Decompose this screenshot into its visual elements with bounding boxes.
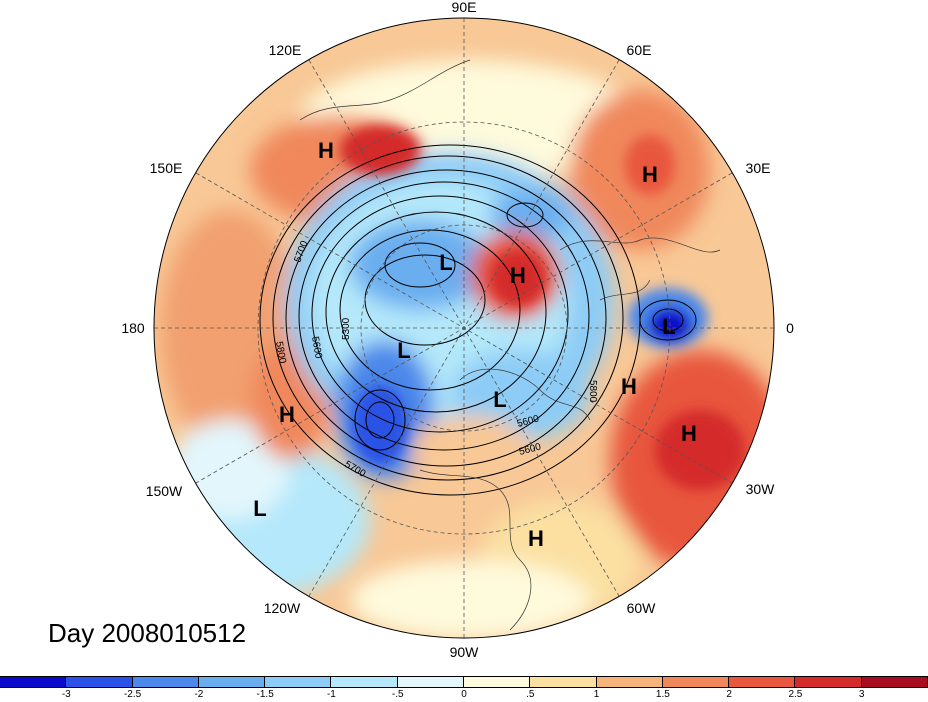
colorbar-tick-label: -2: [194, 689, 204, 700]
colorbar-tick-label: .5: [526, 689, 535, 700]
colorbar-tick-label: -.5: [391, 689, 404, 700]
colorbar-tick-label: 3: [858, 689, 865, 700]
colorbar-swatch: [131, 676, 199, 688]
colorbar-tick-label: -3: [61, 689, 71, 700]
colorbar-swatches: [0, 676, 928, 688]
contour-label: 5300: [341, 317, 352, 340]
colorbar-tick-labels: -3 -2.5 -2 -1.5 -1 -.5 0 .5 1 1.5 2 2.5 3: [0, 689, 928, 702]
map-title: Day 2008010512: [48, 618, 247, 648]
colorbar-tick-label: -1.5: [256, 689, 274, 700]
colorbar-tick-label: 1: [593, 689, 600, 700]
low-center-marker: L: [662, 314, 675, 339]
colorbar-tick-label: 2.5: [788, 689, 803, 700]
colorbar-swatch: [794, 676, 862, 688]
lon-label: 30W: [746, 481, 776, 497]
colorbar-tick-label: 0: [461, 689, 467, 700]
colorbar-tick-label: 1.5: [655, 689, 670, 700]
graticule: [154, 18, 774, 638]
lon-label: 30E: [746, 160, 771, 176]
lon-label: 120E: [269, 42, 302, 58]
lon-label: 120W: [264, 600, 301, 616]
lon-label: 150E: [150, 160, 183, 176]
low-center-marker: L: [397, 338, 410, 363]
high-center-marker: H: [279, 402, 295, 427]
high-center-marker: H: [642, 162, 658, 187]
low-center-marker: L: [253, 496, 266, 521]
colorbar-swatch: [330, 676, 398, 688]
colorbar-swatch: [728, 676, 796, 688]
lon-label: 60W: [627, 600, 657, 616]
colorbar-tick-label: -1: [326, 689, 336, 700]
high-center-marker: H: [318, 138, 334, 163]
pressure-centers: H H H H H H H L L L L L: [253, 138, 697, 551]
longitude-labels: 90E 60E 30E 0 30W 60W 90W 120W 150W 180 …: [121, 0, 794, 660]
low-center-marker: L: [439, 250, 452, 275]
colorbar-swatch: [264, 676, 332, 688]
colorbar-swatch: [661, 676, 730, 688]
lon-label: 150W: [146, 483, 183, 499]
colorbar-swatch: [65, 676, 133, 688]
high-center-marker: H: [528, 526, 544, 551]
contour-label: 5800: [273, 341, 288, 365]
colorbar-swatch: [860, 676, 928, 688]
lon-label: 90W: [450, 644, 480, 660]
anomaly-field: [154, 18, 774, 638]
lon-label: 0: [786, 320, 794, 336]
colorbar-swatch: [595, 676, 663, 688]
height-contours: [259, 144, 697, 496]
lon-label: 180: [121, 320, 145, 336]
colorbar-swatch: [197, 676, 266, 688]
lon-label: 90E: [452, 0, 477, 15]
low-center-marker: L: [493, 387, 506, 412]
colorbar-tick-label: -2.5: [123, 689, 142, 700]
contour-label: 5800: [587, 380, 598, 403]
high-center-marker: H: [621, 374, 637, 399]
colorbar-tick-label: 2: [726, 689, 732, 700]
contour-label: 5600: [309, 336, 324, 360]
colorbar-swatch: [396, 676, 464, 688]
high-center-marker: H: [681, 421, 697, 446]
colorbar-swatch: [462, 676, 531, 688]
colorbar-swatch: [529, 676, 597, 688]
colorbar-swatch: [0, 676, 67, 688]
high-center-marker: H: [510, 263, 526, 288]
lon-label: 60E: [627, 42, 652, 58]
map-boundary: [153, 17, 775, 639]
colorbar: -3 -2.5 -2 -1.5 -1 -.5 0 .5 1 1.5 2 2.5 3: [0, 676, 928, 702]
